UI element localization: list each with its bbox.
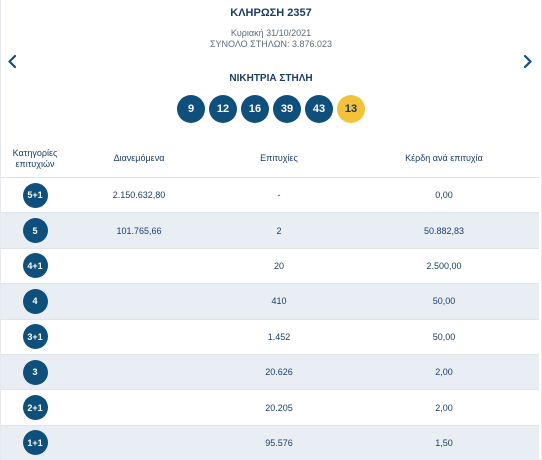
next-draw-button[interactable] [521,52,535,70]
table-row: 5 101.765,66 2 50.882,83 [1,212,539,248]
winners-cell: - [277,190,281,201]
winning-number-ball: 16 [241,95,269,123]
prize-cell: 2,00 [435,367,453,378]
prize-cell: 50,00 [432,331,456,342]
distributed-cell: 101.765,66 [116,225,162,236]
prize-cell: 50.882,83 [423,225,465,236]
table-row: 4 410 50,00 [1,283,539,319]
header-distributed: Διανεμόμενα [113,153,165,163]
winners-cell: 20 [273,260,284,271]
category-badge: 4 [22,288,48,314]
header-category: Κατηγορίες επιτυχιών [12,147,58,169]
table-row: 3 20.626 2,00 [1,353,539,390]
chevron-right-icon [524,54,532,68]
winning-number-ball: 43 [305,95,333,123]
category-badge: 5+1 [22,182,48,208]
prize-cell: 0,00 [435,190,453,201]
table-row: 3+1 1.452 50,00 [1,318,539,354]
table-row: 2+1 20.205 2,00 [1,389,539,424]
draw-total-columns: ΣΥΝΟΛΟ ΣΤΗΛΩΝ: 3.876.023 [209,39,333,49]
winning-number-ball: 12 [209,95,237,123]
distributed-cell: 2.150.632,80 [112,190,166,201]
category-badge: 2+1 [22,395,48,421]
prize-cell: 2,00 [435,402,453,413]
draw-date: Κυριακή 31/10/2021 [230,28,312,38]
winning-number-ball: 39 [273,95,301,123]
winners-cell: 410 [271,296,287,307]
chevron-left-icon [8,54,16,68]
category-badge: 3+1 [22,324,48,350]
header-prize: Κέρδη ανά επιτυχία [405,153,483,163]
winners-cell: 20.205 [265,402,293,413]
winners-cell: 95.576 [265,437,293,448]
category-badge: 3 [22,359,48,385]
winners-cell: 20.626 [265,367,293,378]
draw-title: ΚΛΗΡΩΣΗ 2357 [230,7,312,19]
table-row: 4+1 20 2.500,00 [1,247,539,283]
winning-column-label: ΝΙΚΗΤΡΙΑ ΣΤΗΛΗ [229,73,313,84]
prize-cell: 2.500,00 [426,260,462,271]
header-winners: Επιτυχίες [260,153,298,163]
previous-draw-button[interactable] [5,52,19,70]
winners-cell: 2 [276,225,282,236]
winning-number-ball: 9 [177,95,205,123]
prize-table: Κατηγορίες επιτυχιών Διανεμόμενα Επιτυχί… [1,140,539,460]
bonus-number-ball: 13 [337,95,365,123]
prize-cell: 50,00 [432,296,456,307]
winners-cell: 1.452 [267,331,291,342]
table-row: 5+1 2.150.632,80 - 0,00 [1,177,539,212]
winning-numbers: 9 12 16 39 43 13 [1,95,541,123]
prize-cell: 1,50 [435,437,453,448]
draw-header: ΚΛΗΡΩΣΗ 2357 Κυριακή 31/10/2021 ΣΥΝΟΛΟ Σ… [1,0,541,50]
prize-table-header: Κατηγορίες επιτυχιών Διανεμόμενα Επιτυχί… [1,140,539,177]
category-badge: 1+1 [22,430,48,456]
table-row: 1+1 95.576 1,50 [1,424,539,460]
category-badge: 5 [22,218,48,244]
category-badge: 4+1 [22,253,48,279]
